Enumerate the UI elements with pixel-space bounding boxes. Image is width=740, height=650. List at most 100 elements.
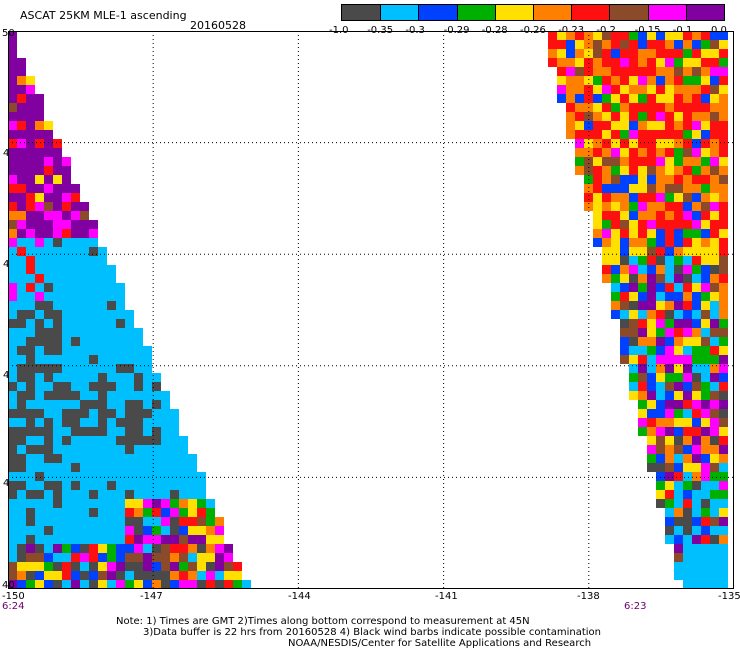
swath-cell (26, 265, 35, 274)
swath-cell (8, 139, 17, 148)
swath-cell (107, 418, 116, 427)
swath-cell (233, 562, 242, 571)
swath-cell (44, 148, 53, 157)
swath-cell (701, 76, 710, 85)
swath-cell (692, 391, 701, 400)
swath-cell (719, 148, 728, 157)
colorbar-segment (418, 5, 457, 20)
swath-cell (98, 562, 107, 571)
swath-cell (53, 454, 62, 463)
swath-cell (656, 454, 665, 463)
swath-cell (125, 373, 134, 382)
swath-cell (701, 328, 710, 337)
swath-cell (584, 112, 593, 121)
swath-cell (170, 562, 179, 571)
swath-cell (575, 31, 584, 40)
colorbar-segment (609, 5, 648, 20)
swath-cell (53, 211, 62, 220)
swath-cell (152, 472, 161, 481)
swath-cell (170, 517, 179, 526)
swath-cell (26, 373, 35, 382)
swath-cell (98, 265, 107, 274)
swath-cell (80, 202, 89, 211)
swath-cell (683, 139, 692, 148)
swath-cell (170, 427, 179, 436)
swath-cell (656, 436, 665, 445)
swath-cell (44, 418, 53, 427)
swath-cell (719, 526, 728, 535)
swath-cell (224, 553, 233, 562)
swath-cell (62, 247, 71, 256)
swath-cell (215, 517, 224, 526)
swath-cell (125, 553, 134, 562)
swath-cell (638, 175, 647, 184)
swath-cell (134, 400, 143, 409)
swath-cell (719, 319, 728, 328)
swath-cell (116, 310, 125, 319)
swath-cell (71, 301, 80, 310)
swath-cell (683, 94, 692, 103)
swath-cell (188, 454, 197, 463)
swath-cell (8, 256, 17, 265)
swath-cell (575, 67, 584, 76)
swath-cell (107, 319, 116, 328)
swath-cell (53, 481, 62, 490)
swath-cell (89, 391, 98, 400)
swath-cell (17, 283, 26, 292)
swath-cell (161, 427, 170, 436)
swath-cell (35, 283, 44, 292)
swath-cell (80, 220, 89, 229)
swath-cell (611, 211, 620, 220)
swath-cell (26, 193, 35, 202)
swath-cell (656, 229, 665, 238)
swath-cell (710, 544, 719, 553)
swath-cell (656, 472, 665, 481)
swath-cell (116, 535, 125, 544)
swath-cell (647, 121, 656, 130)
swath-cell (53, 193, 62, 202)
swath-cell (602, 31, 611, 40)
y-tick-top: 50 (2, 28, 15, 39)
swath-cell (53, 517, 62, 526)
swath-cell (566, 76, 575, 85)
swath-cell (125, 346, 134, 355)
swath-cell (206, 562, 215, 571)
swath-cell (89, 544, 98, 553)
swath-cell (647, 301, 656, 310)
swath-cell (692, 553, 701, 562)
swath-cell (8, 193, 17, 202)
swath-cell (206, 499, 215, 508)
swath-cell (71, 328, 80, 337)
swath-cell (719, 247, 728, 256)
swath-cell (152, 409, 161, 418)
swath-cell (80, 445, 89, 454)
swath-cell (17, 364, 26, 373)
swath-cell (647, 427, 656, 436)
swath-cell (80, 238, 89, 247)
swath-cell (8, 76, 17, 85)
swath-cell (152, 562, 161, 571)
swath-cell (8, 301, 17, 310)
swath-cell (26, 535, 35, 544)
swath-cell (620, 265, 629, 274)
swath-cell (44, 202, 53, 211)
swath-cell (701, 391, 710, 400)
map-frame (8, 31, 734, 589)
swath-cell (683, 121, 692, 130)
swath-cell (629, 157, 638, 166)
swath-cell (719, 40, 728, 49)
time-label-right: 6:23 (624, 601, 647, 612)
swath-cell (8, 130, 17, 139)
swath-cell (125, 355, 134, 364)
swath-cell (665, 454, 674, 463)
swath-cell (593, 67, 602, 76)
swath-cell (593, 220, 602, 229)
product-date: 20160528 (190, 19, 246, 32)
swath-cell (116, 508, 125, 517)
swath-cell (80, 526, 89, 535)
swath-cell (719, 139, 728, 148)
swath-cell (692, 58, 701, 67)
swath-cell (62, 499, 71, 508)
swath-cell (8, 328, 17, 337)
swath-cell (98, 256, 107, 265)
